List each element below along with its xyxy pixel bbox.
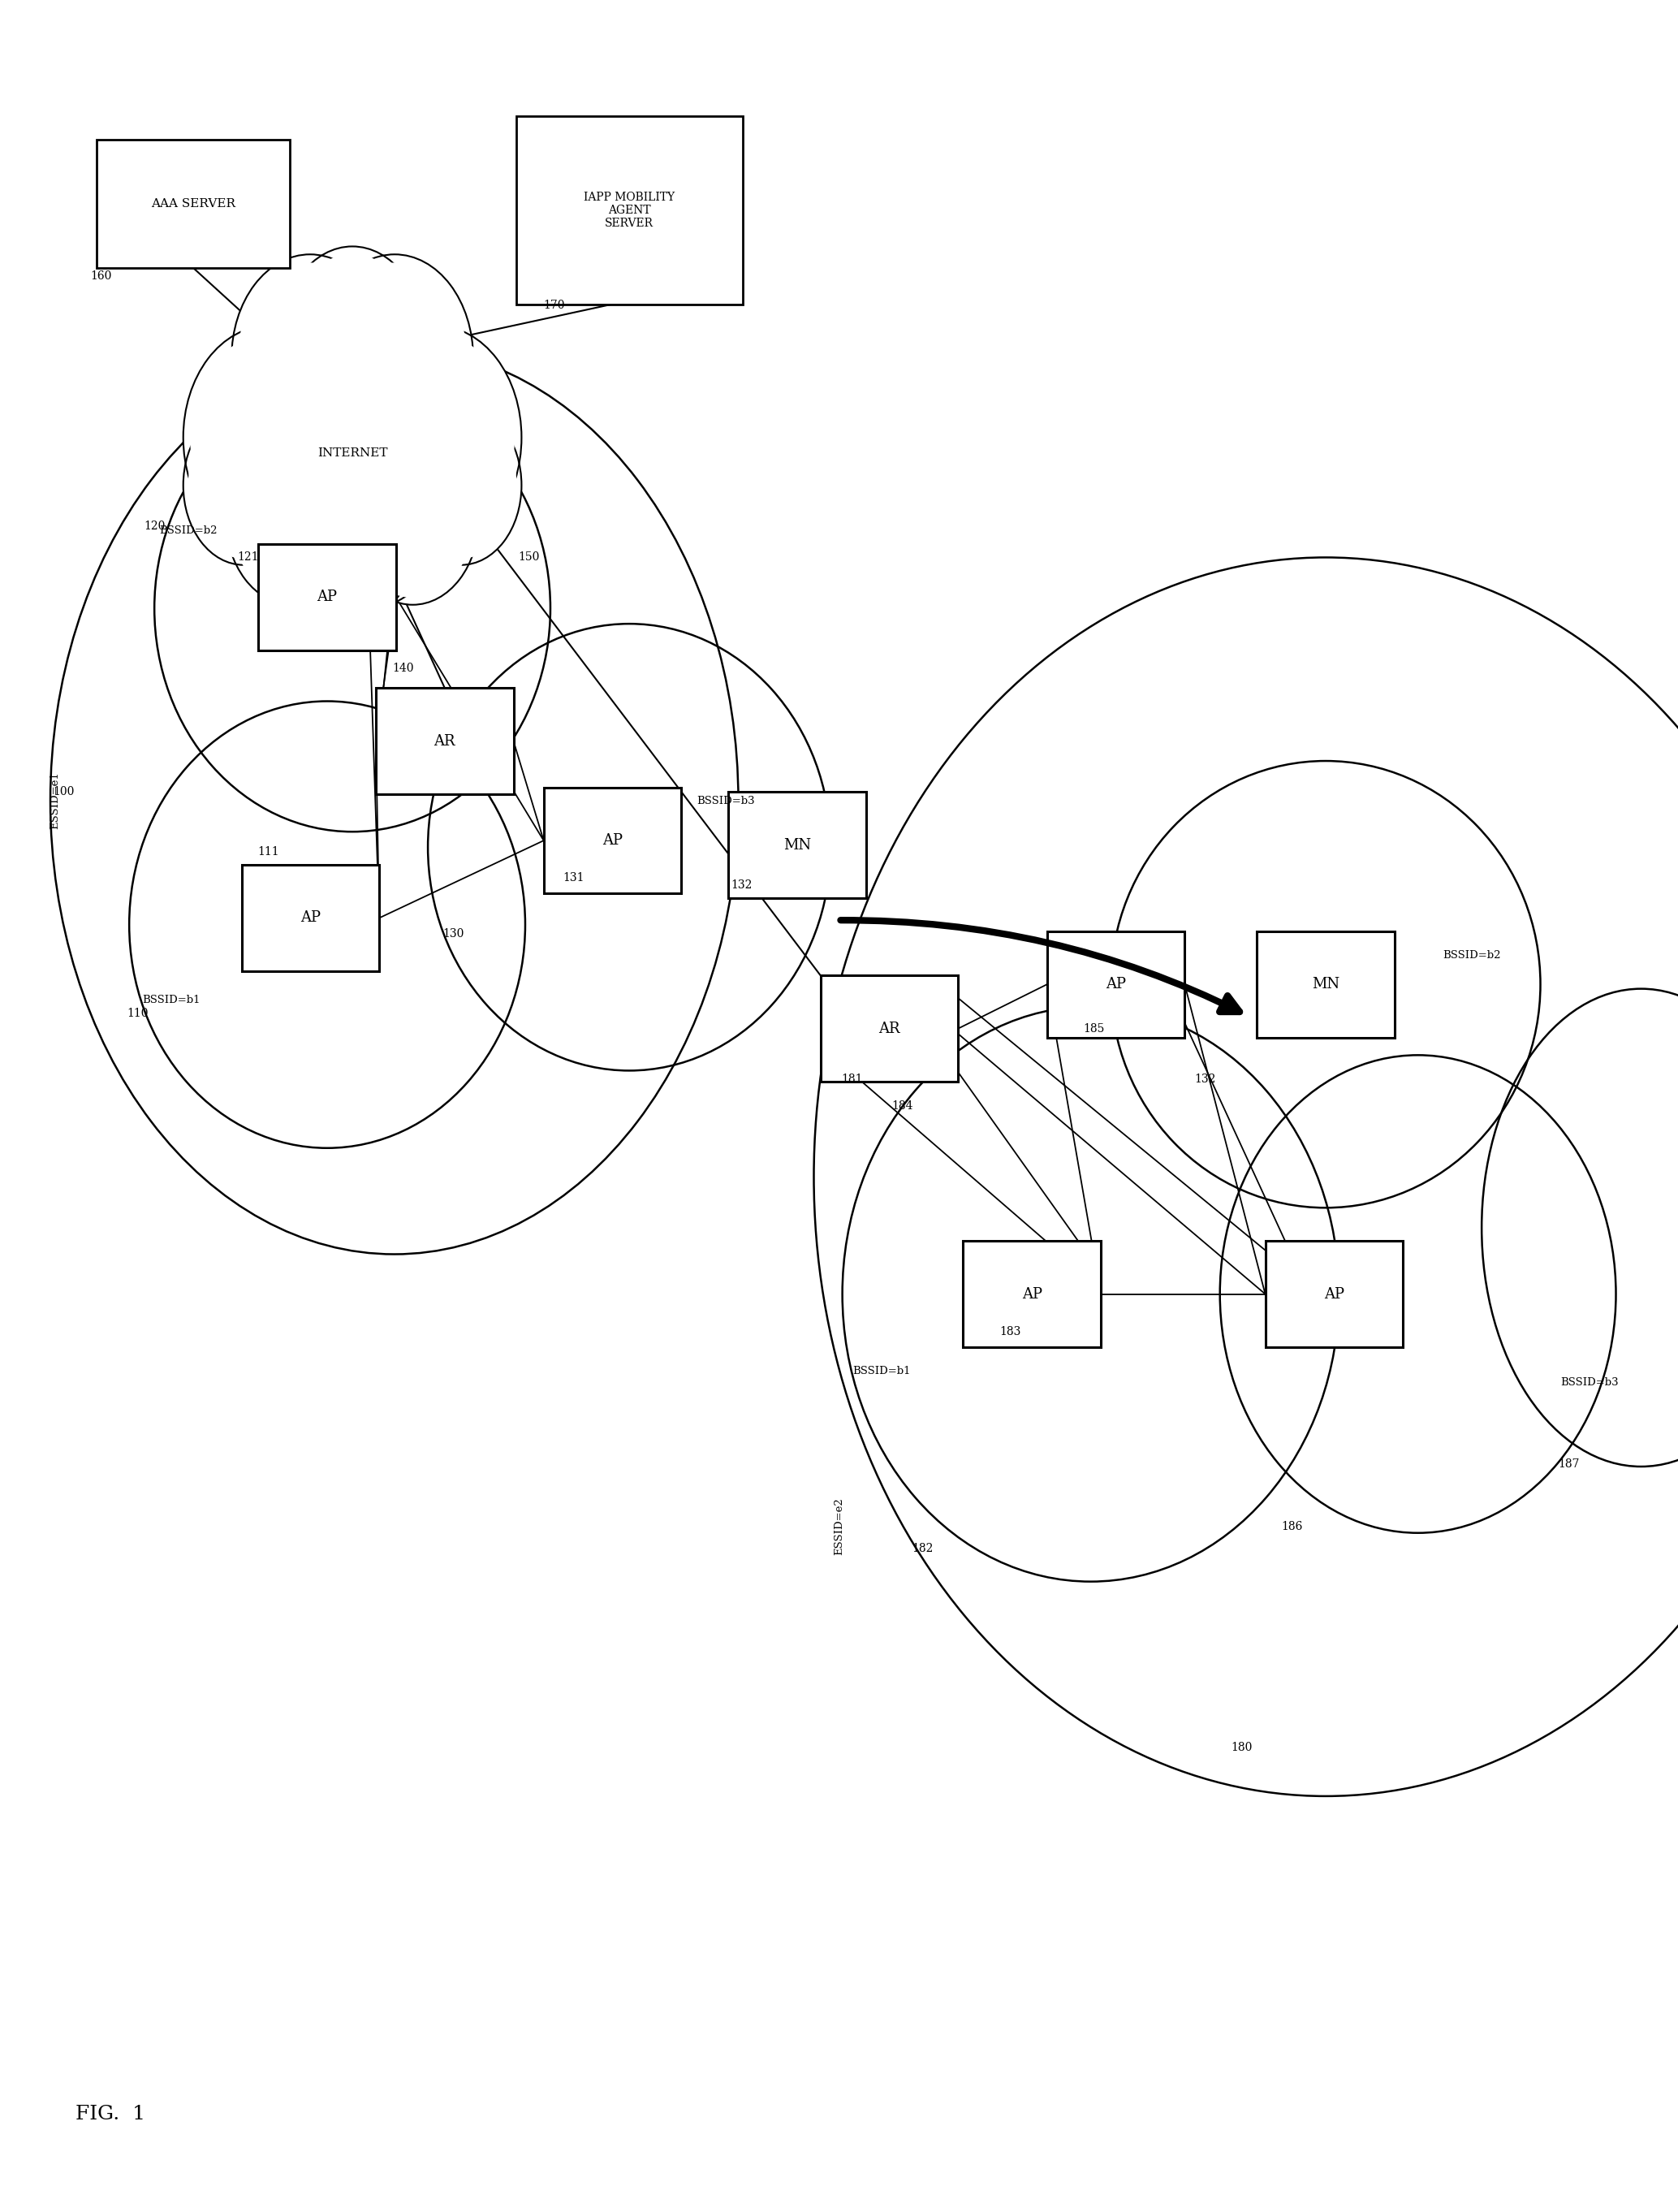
Text: 132: 132 — [1195, 1073, 1215, 1086]
FancyBboxPatch shape — [544, 787, 681, 894]
Circle shape — [359, 334, 515, 540]
FancyBboxPatch shape — [1257, 931, 1394, 1037]
Text: BSSID=b1: BSSID=b1 — [143, 995, 201, 1004]
FancyBboxPatch shape — [1265, 1241, 1403, 1347]
Text: AP: AP — [300, 911, 320, 925]
FancyBboxPatch shape — [97, 139, 289, 268]
Text: 131: 131 — [564, 872, 584, 885]
Text: AP: AP — [1324, 1287, 1344, 1301]
Text: ESSID=e1: ESSID=e1 — [50, 772, 60, 830]
Text: 140: 140 — [393, 661, 413, 675]
Text: 132: 132 — [732, 878, 752, 891]
FancyBboxPatch shape — [242, 865, 379, 971]
Circle shape — [285, 445, 420, 622]
Circle shape — [183, 405, 304, 564]
Circle shape — [232, 294, 473, 613]
Text: 150: 150 — [519, 551, 539, 564]
Text: 182: 182 — [913, 1542, 933, 1555]
Text: BSSID=b3: BSSID=b3 — [1561, 1378, 1619, 1387]
Text: 187: 187 — [1559, 1458, 1579, 1471]
Text: 130: 130 — [443, 927, 463, 940]
Circle shape — [242, 307, 463, 599]
FancyBboxPatch shape — [376, 688, 513, 794]
Text: FIG.  1: FIG. 1 — [76, 2106, 146, 2124]
Circle shape — [232, 254, 389, 462]
Text: 111: 111 — [258, 845, 279, 858]
Text: AR: AR — [879, 1022, 899, 1035]
Text: ESSID=e2: ESSID=e2 — [834, 1498, 844, 1555]
Text: AR: AR — [435, 734, 455, 748]
Circle shape — [292, 453, 413, 613]
Circle shape — [352, 436, 473, 597]
Text: BSSID=b2: BSSID=b2 — [159, 526, 218, 535]
FancyBboxPatch shape — [258, 544, 396, 650]
Text: IAPP MOBILITY
AGENT
SERVER: IAPP MOBILITY AGENT SERVER — [584, 190, 675, 230]
Circle shape — [280, 246, 425, 438]
Text: 110: 110 — [128, 1006, 148, 1020]
Text: 181: 181 — [842, 1073, 862, 1086]
Text: 184: 184 — [893, 1099, 913, 1113]
Circle shape — [406, 411, 517, 560]
Circle shape — [322, 263, 466, 453]
Text: 186: 186 — [1282, 1520, 1302, 1533]
FancyBboxPatch shape — [517, 115, 742, 303]
Circle shape — [285, 254, 420, 429]
Text: 120: 120 — [144, 520, 164, 533]
Text: MN: MN — [784, 838, 810, 852]
Text: AP: AP — [602, 834, 623, 847]
Text: AP: AP — [317, 591, 337, 604]
Circle shape — [183, 325, 352, 549]
Text: 185: 185 — [1084, 1022, 1104, 1035]
FancyBboxPatch shape — [728, 792, 866, 898]
Text: 180: 180 — [1232, 1741, 1252, 1754]
Circle shape — [190, 334, 346, 540]
Text: 183: 183 — [1000, 1325, 1020, 1338]
Circle shape — [232, 436, 352, 597]
Text: 100: 100 — [54, 785, 74, 799]
Circle shape — [238, 263, 383, 453]
FancyBboxPatch shape — [963, 1241, 1101, 1347]
Circle shape — [352, 325, 522, 549]
Text: BSSID=b1: BSSID=b1 — [852, 1367, 911, 1376]
Text: 160: 160 — [91, 270, 111, 283]
Text: 121: 121 — [238, 551, 258, 564]
Circle shape — [225, 429, 359, 604]
Text: MN: MN — [1312, 978, 1339, 991]
Circle shape — [346, 429, 480, 604]
Circle shape — [188, 411, 299, 560]
Text: INTERNET: INTERNET — [317, 447, 388, 460]
Text: BSSID=b2: BSSID=b2 — [1443, 951, 1502, 960]
Circle shape — [401, 405, 522, 564]
Text: 170: 170 — [544, 299, 564, 312]
Text: AAA SERVER: AAA SERVER — [151, 197, 235, 210]
Text: AP: AP — [1022, 1287, 1042, 1301]
Text: AP: AP — [1106, 978, 1126, 991]
Circle shape — [315, 254, 473, 462]
Text: BSSID=b3: BSSID=b3 — [696, 796, 755, 805]
FancyBboxPatch shape — [821, 975, 958, 1082]
FancyBboxPatch shape — [1047, 931, 1185, 1037]
